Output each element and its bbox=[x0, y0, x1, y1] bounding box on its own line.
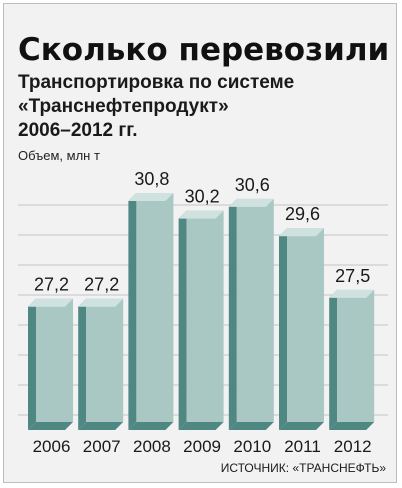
chart-title: Сколько перевозили bbox=[18, 32, 389, 68]
bar-front bbox=[36, 298, 73, 422]
x-tick-2009: 2009 bbox=[183, 437, 221, 456]
x-tick-2010: 2010 bbox=[233, 437, 271, 456]
bar-top bbox=[28, 298, 73, 307]
x-tick-2012: 2012 bbox=[334, 437, 372, 456]
chart-subtitle-line3: 2006–2012 гг. bbox=[18, 120, 138, 141]
bar-top bbox=[128, 193, 174, 201]
y-axis-label: Объем, млн т bbox=[18, 148, 100, 163]
bar-front bbox=[236, 198, 274, 422]
bar-front bbox=[186, 210, 224, 422]
bar-top bbox=[279, 228, 324, 237]
bar-bottom bbox=[329, 422, 375, 430]
bar-2006 bbox=[28, 298, 73, 430]
bars bbox=[28, 193, 375, 430]
bar-bottom bbox=[128, 422, 174, 430]
value-label-2007: 27,2 bbox=[84, 275, 119, 295]
bar-front bbox=[136, 193, 174, 422]
bar-side bbox=[78, 298, 87, 430]
value-label-2011: 29,6 bbox=[285, 204, 320, 224]
value-label-2008: 30,8 bbox=[134, 169, 169, 189]
bar-2009 bbox=[178, 210, 224, 430]
bar-side bbox=[228, 198, 237, 430]
chart-subtitle-line1: Транспортировка по системе bbox=[18, 72, 294, 93]
bar-bottom bbox=[178, 422, 224, 430]
x-tick-2008: 2008 bbox=[133, 437, 171, 456]
bar-bottom bbox=[279, 422, 324, 430]
bar-top bbox=[178, 210, 224, 219]
bar-2011 bbox=[279, 228, 324, 430]
value-label-2010: 30,6 bbox=[235, 175, 270, 195]
bar-bottom bbox=[228, 422, 274, 430]
bar-top bbox=[228, 198, 274, 207]
bar-side bbox=[178, 210, 187, 430]
value-labels: 27,2 27,2 30,8 30,2 30,6 29,6 27,5 bbox=[34, 169, 370, 295]
bar-bottom bbox=[78, 422, 124, 430]
x-tick-2007: 2007 bbox=[83, 437, 121, 456]
bar-2008 bbox=[128, 193, 174, 430]
bar-side bbox=[279, 228, 287, 430]
bar-front bbox=[86, 298, 124, 422]
bar-2012 bbox=[329, 289, 375, 430]
bar-top bbox=[78, 298, 124, 307]
bar-2007 bbox=[78, 298, 124, 430]
bar-bottom bbox=[28, 422, 73, 430]
x-tick-labels: 2006 2007 2008 2009 2010 2011 2012 bbox=[33, 437, 372, 456]
value-label-2012: 27,5 bbox=[335, 266, 370, 286]
chart-subtitle-line2: «Транснефтепродукт» bbox=[18, 96, 229, 117]
bar-top bbox=[329, 289, 375, 298]
bar-side bbox=[128, 193, 137, 430]
source-note: ИСТОЧНИК: «ТРАНСНЕФТЬ» bbox=[221, 461, 387, 475]
x-tick-2011: 2011 bbox=[284, 437, 321, 456]
bar-side bbox=[28, 298, 36, 430]
value-label-2009: 30,2 bbox=[185, 187, 220, 207]
bar-front bbox=[287, 228, 324, 422]
x-tick-2006: 2006 bbox=[33, 437, 71, 456]
bar-front bbox=[337, 289, 375, 422]
bar-side bbox=[329, 289, 338, 430]
bar-2010 bbox=[228, 198, 274, 430]
value-label-2006: 27,2 bbox=[34, 275, 69, 295]
